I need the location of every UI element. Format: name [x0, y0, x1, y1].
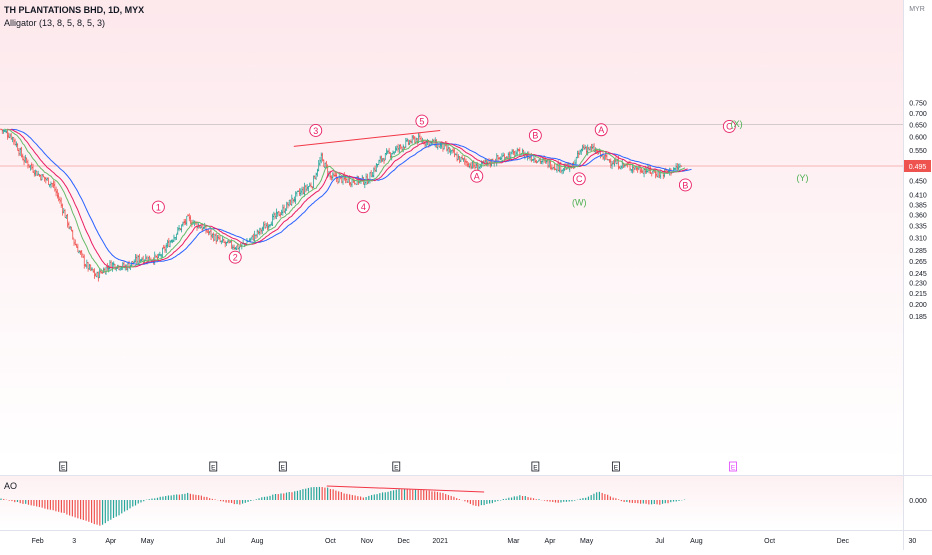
time-tick: Jul — [655, 538, 664, 545]
price-tick: 0.215 — [909, 291, 927, 298]
wave-label-circle — [722, 119, 736, 133]
price-tick: 0.185 — [909, 314, 927, 321]
wave-label-circle — [470, 169, 484, 183]
alligator-lips-line — [4, 128, 686, 273]
time-tick: 30 — [908, 538, 916, 545]
wave-label-circle — [594, 123, 608, 137]
price-tick: 0.265 — [909, 259, 927, 266]
earnings-marker-label: E — [614, 464, 619, 471]
time-tick: Feb — [32, 538, 44, 545]
ao-trendline[interactable] — [326, 485, 485, 493]
price-tick: 0.550 — [909, 148, 927, 155]
time-tick: Dec — [837, 538, 850, 545]
price-tick: 0.310 — [909, 235, 927, 242]
wave-label: C — [576, 174, 583, 184]
wave-label: 1 — [156, 202, 161, 212]
time-tick: Dec — [397, 538, 410, 545]
last-price-tag — [904, 159, 931, 172]
wave-label: A — [474, 171, 480, 181]
time-tick: Oct — [764, 538, 775, 545]
wave-label: A — [598, 125, 604, 135]
indicator-legend[interactable]: Alligator (13, 8, 5, 8, 5, 3) — [4, 18, 106, 28]
wave-labels: 1 2 3 4 5 A B C A B C (W) (X) (Y) — [151, 114, 809, 264]
wave-label: 5 — [419, 116, 424, 126]
wave-label-circle — [678, 178, 692, 192]
price-tick: 0.700 — [909, 111, 927, 118]
wave-label-circle — [572, 172, 586, 186]
wave-label: (X) — [731, 119, 743, 129]
wave-label: 3 — [313, 126, 318, 136]
price-tick: 0.410 — [909, 193, 927, 200]
currency-label: MYR — [909, 6, 925, 13]
price-tick: 0.650 — [909, 123, 927, 130]
earnings-marker-label: E — [281, 464, 286, 471]
wave-label: 2 — [233, 252, 238, 262]
time-tick: Aug — [251, 538, 264, 545]
wave-label-circle — [309, 124, 323, 137]
price-tick: 0.450 — [909, 179, 927, 186]
price-tick: 0.600 — [909, 135, 927, 142]
earnings-marker[interactable] — [729, 461, 737, 472]
earnings-marker[interactable] — [278, 461, 287, 472]
earnings-marker[interactable] — [531, 461, 540, 472]
chart-title: TH PLANTATIONS BHD, 1D, MYX — [4, 5, 145, 15]
earnings-marker[interactable] — [59, 461, 68, 472]
trendlines[interactable] — [293, 129, 441, 147]
last-price-label: 0.495 — [909, 164, 927, 171]
earnings-marker-label: E — [731, 464, 736, 471]
wave-label: 4 — [361, 202, 366, 212]
time-tick: 2021 — [432, 538, 448, 545]
price-tick: 0.360 — [909, 212, 927, 219]
earnings-marker-label: E — [394, 464, 399, 471]
time-tick: Apr — [545, 538, 557, 545]
earnings-marker-label: E — [61, 464, 66, 471]
reference-lines — [0, 124, 903, 167]
ao-zero-label: 0.000 — [909, 498, 927, 505]
price-tick: 0.335 — [909, 223, 927, 230]
wave-label-circle — [228, 250, 242, 264]
time-tick: Nov — [361, 538, 374, 545]
main-pane-background — [0, 0, 903, 461]
alligator-lines — [4, 128, 692, 273]
earnings-marker-label: E — [211, 464, 216, 471]
time-tick: Jul — [216, 538, 225, 545]
time-tick: Mar — [507, 538, 520, 545]
time-tick: Oct — [325, 538, 336, 545]
price-tick: 0.200 — [909, 302, 927, 309]
time-tick: May — [141, 538, 155, 545]
time-axis[interactable]: Feb 3 Apr May Jul Aug Oct Nov Dec 2021 Mar Apr May Ju… — [32, 538, 917, 545]
wave-label-circle — [151, 200, 165, 214]
ao-legend[interactable]: AO — [4, 481, 18, 491]
wave-label: (W) — [572, 198, 587, 208]
price-tick: 0.230 — [909, 281, 927, 288]
wave-label: B — [532, 131, 538, 141]
earnings-marker[interactable] — [392, 461, 401, 472]
price-tick: 0.245 — [909, 271, 927, 278]
price-tick: 0.385 — [909, 202, 927, 209]
earnings-marker-label: E — [533, 464, 538, 471]
wave-label-circle — [528, 128, 542, 142]
wave-label: C — [726, 122, 733, 132]
price-tick: 0.285 — [909, 248, 927, 255]
event-strip-background — [0, 461, 903, 475]
wave-label: (Y) — [797, 173, 809, 183]
earnings-marker[interactable] — [611, 461, 620, 472]
earnings-marker[interactable] — [209, 461, 218, 472]
wave-label: B — [682, 180, 688, 190]
ao-histogram: 0.000 — [0, 485, 927, 526]
time-tick: Aug — [690, 538, 703, 545]
price-tick: 0.750 — [909, 101, 927, 108]
wave-label-circle — [356, 200, 370, 214]
time-tick: May — [580, 538, 594, 545]
wave-label-circle — [415, 114, 429, 128]
time-tick: 3 — [72, 538, 76, 545]
price-axis[interactable]: MYR0.7500.7000.6500.6000.5500.5000.4500.… — [904, 6, 931, 321]
time-tick: Apr — [105, 538, 117, 545]
price-trendline[interactable] — [293, 129, 441, 147]
ao-pane-background — [0, 476, 903, 530]
